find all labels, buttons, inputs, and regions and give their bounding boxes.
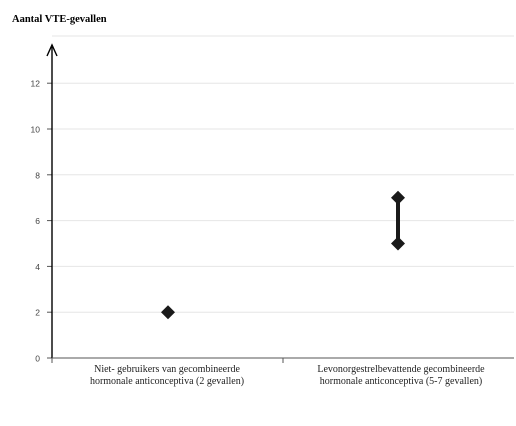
y-tick-label: 0 — [35, 354, 40, 364]
data-marks — [161, 190, 405, 320]
y-tick-label: 6 — [35, 216, 40, 226]
category-label-line: Levonorgestrelbevattende gecombineerde — [317, 364, 485, 375]
category-label-line: hormonale anticonceptiva (2 gevallen) — [89, 376, 245, 387]
y-axis-arrow-icon — [46, 43, 58, 57]
y-tick-label: 2 — [35, 308, 40, 318]
y-tick-label: 8 — [35, 170, 40, 180]
category-label-levonorgestrel: Levonorgestrelbevattende gecombineerde h… — [290, 364, 512, 388]
range-high-diamond — [391, 190, 405, 205]
category-label-non-users: Niet- gebruikers van gecombineerde hormo… — [62, 364, 272, 388]
axes — [46, 43, 514, 363]
category-label-line: hormonale anticonceptiva (5-7 gevallen) — [319, 376, 483, 387]
y-tick-label: 4 — [35, 262, 40, 272]
range-low-diamond — [391, 236, 405, 251]
data-point-diamond — [161, 305, 175, 320]
y-ticks: 0 2 4 6 8 10 12 — [31, 79, 52, 364]
y-axis-title: Aantal VTE-gevallen — [12, 14, 107, 25]
gridlines — [52, 35, 514, 313]
y-tick-label: 10 — [31, 125, 41, 135]
y-tick-label: 12 — [31, 79, 41, 89]
category-label-line: Niet- gebruikers van gecombineerde — [94, 364, 240, 375]
